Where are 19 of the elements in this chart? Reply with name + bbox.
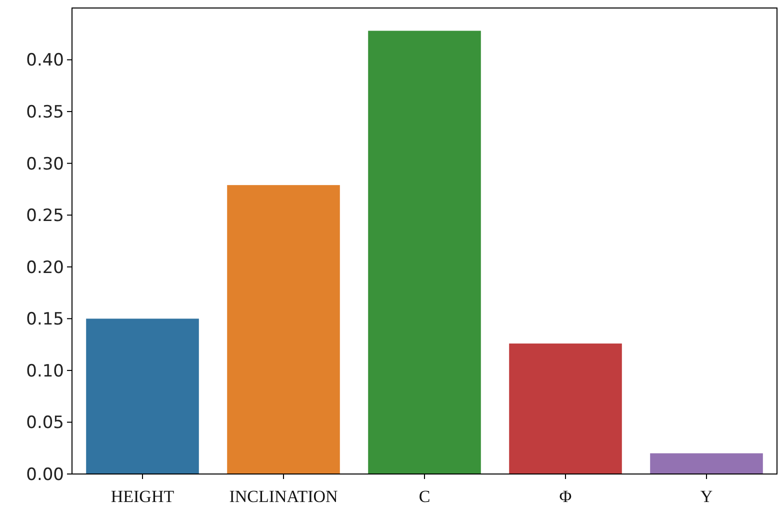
x-tick-label: C [418,487,430,506]
bar [650,453,763,474]
y-tick-label: 0.00 [26,464,64,485]
bar [509,344,622,474]
x-tick-label: Φ [559,487,572,506]
bar [368,30,481,474]
y-tick-label: 0.05 [26,413,64,434]
x-tick-label: Y [700,487,713,506]
y-tick-label: 0.40 [26,50,64,71]
x-tick-label: HEIGHT [110,487,175,506]
y-tick-label: 0.30 [26,154,64,174]
y-tick-label: 0.20 [26,258,64,278]
bar [86,318,199,474]
y-tick-label: 0.15 [26,310,64,330]
bar [227,185,340,474]
y-tick-label: 0.10 [26,361,64,382]
x-tick-label: INCLINATION [229,487,338,506]
y-tick-label: 0.25 [26,206,64,226]
y-tick-label: 0.35 [26,102,64,123]
